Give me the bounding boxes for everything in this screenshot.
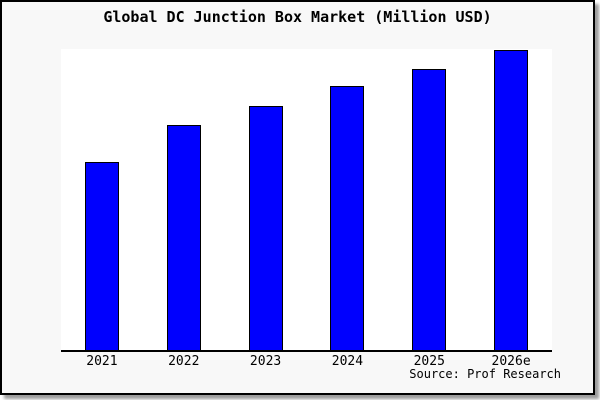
x-tick-label-2022: 2022	[168, 354, 200, 369]
x-tick-label-2025: 2025	[413, 354, 445, 369]
source-credit: Source: Prof Research	[409, 367, 561, 381]
x-tick-label-2023: 2023	[249, 354, 282, 369]
bar-2023	[248, 106, 283, 350]
bar-2022	[166, 125, 201, 350]
bar-2025	[412, 69, 447, 350]
x-axis-ticks: 2021 2022 2023 2024 2025 2026e	[2, 354, 593, 370]
bar-2026e	[494, 50, 529, 350]
chart-title: Global DC Junction Box Market (Million U…	[103, 8, 492, 26]
plot-area	[61, 49, 552, 352]
x-tick-label-2021: 2021	[86, 354, 118, 369]
x-tick-label-2024: 2024	[331, 354, 364, 369]
x-tick-label-2026e: 2026e	[491, 354, 531, 369]
chart-figure: Global DC Junction Box Market (Million U…	[0, 0, 595, 395]
bar-2024	[330, 86, 365, 350]
bar-2021	[84, 162, 119, 350]
